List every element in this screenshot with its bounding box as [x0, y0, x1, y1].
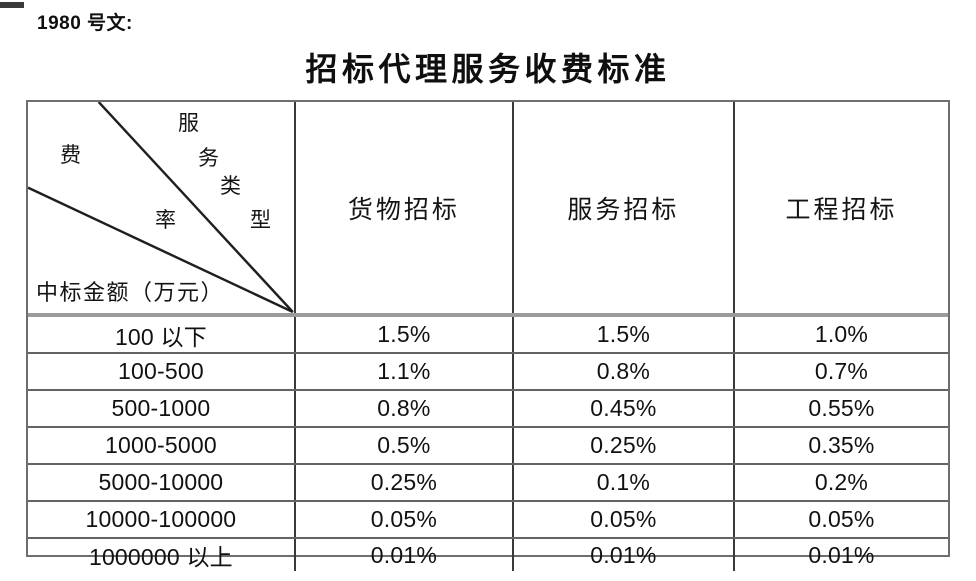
rate-cell: 0.05% — [808, 506, 875, 532]
rate-cell: 0.2% — [814, 469, 869, 495]
table-row: 10000-100000 0.05% 0.05% 0.05% — [28, 502, 948, 539]
rate-cell: 0.45% — [514, 391, 735, 426]
corner-service-type-char: 服 — [178, 111, 199, 135]
doc-number: 1980 号文: — [37, 13, 133, 34]
table-row: 100 以下 1.5% 1.5% 1.0% — [28, 317, 948, 354]
column-header-services: 服务招标 — [514, 102, 735, 313]
table-row: 500-1000 0.8% 0.45% 0.55% — [28, 391, 948, 428]
table-row: 1000-5000 0.5% 0.25% 0.35% — [28, 428, 948, 465]
rate-cell: 0.25% — [296, 465, 514, 500]
rate-cell: 0.5% — [296, 428, 514, 463]
rate-cell: 0.7% — [814, 358, 869, 384]
page-title: 招标代理服务收费标准 — [305, 51, 671, 87]
rate-cell: 0.01% — [296, 539, 514, 571]
table-row: 1000000 以上 0.01% 0.01% 0.01% — [28, 539, 948, 571]
rate-cell: 1.5% — [296, 317, 514, 352]
amount-range-cell: 1000000 以上 — [28, 539, 296, 571]
column-header-engineering: 工程招标 — [785, 196, 898, 224]
row-axis-label: 中标金额（万元） — [36, 280, 225, 305]
rate-cell: 0.25% — [514, 428, 735, 463]
rate-cell: 0.01% — [808, 541, 875, 568]
diagonal-corner-cell: 服 务 类 型 费 率 中标金额（万元） — [28, 102, 296, 313]
rate-cell: 1.0% — [814, 321, 869, 347]
table-row: 5000-10000 0.25% 0.1% 0.2% — [28, 465, 948, 502]
rate-cell: 1.5% — [514, 317, 735, 352]
rate-cell: 0.8% — [514, 354, 735, 389]
fee-standard-table: 服 务 类 型 费 率 中标金额（万元） 货物招标 服务招标 工程招标 100 … — [26, 100, 950, 571]
rate-cell: 0.05% — [296, 502, 514, 537]
amount-range-cell: 500-1000 — [28, 391, 296, 426]
corner-service-type-char: 务 — [198, 146, 219, 170]
amount-range-cell: 10000-100000 — [28, 502, 296, 537]
corner-fee-rate-char: 费 — [60, 143, 81, 167]
column-header-goods: 货物招标 — [296, 102, 514, 313]
amount-range-cell: 100 以下 — [28, 317, 296, 352]
rate-cell: 0.8% — [296, 391, 514, 426]
rate-cell: 0.05% — [514, 502, 735, 537]
rate-cell: 0.01% — [514, 539, 735, 571]
table-row: 100-500 1.1% 0.8% 0.7% — [28, 354, 948, 391]
amount-range-cell: 1000-5000 — [28, 428, 296, 463]
rate-cell: 0.1% — [514, 465, 735, 500]
table-header-row: 服 务 类 型 费 率 中标金额（万元） 货物招标 服务招标 工程招标 — [28, 102, 948, 317]
scan-artifact-mark — [0, 2, 24, 8]
amount-range-cell: 100-500 — [28, 354, 296, 389]
diagonal-lines — [28, 102, 294, 313]
corner-service-type-char: 型 — [250, 208, 271, 232]
corner-fee-rate-char: 率 — [155, 208, 176, 232]
rate-cell: 1.1% — [296, 354, 514, 389]
corner-service-type-char: 类 — [220, 174, 241, 198]
amount-range-cell: 5000-10000 — [28, 465, 296, 500]
rate-cell: 0.35% — [808, 432, 875, 458]
rate-cell: 0.55% — [808, 395, 875, 421]
